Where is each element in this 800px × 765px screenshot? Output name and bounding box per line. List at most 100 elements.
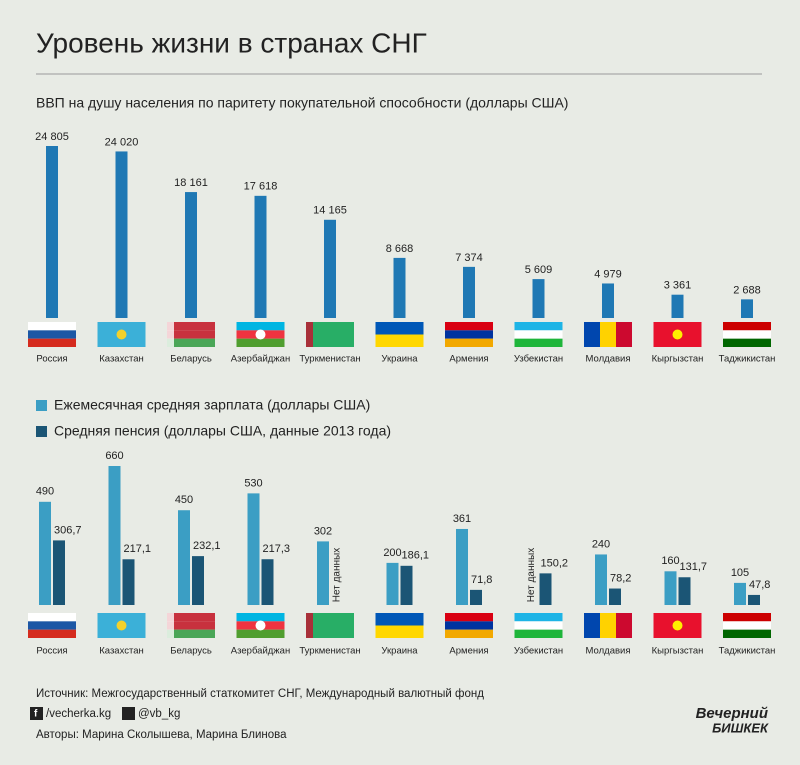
flag-stripe (236, 338, 285, 347)
no-data-label: Нет данных (526, 548, 537, 602)
value-label: 217,3 (263, 543, 291, 555)
flag-stripe (306, 322, 354, 347)
category-label: Казахстан (99, 646, 144, 657)
bar (386, 562, 399, 605)
value-label: 7 374 (455, 252, 483, 264)
category-label: Казахстан (99, 354, 144, 365)
flag-stripe (445, 338, 493, 347)
flag-stripe (445, 629, 493, 638)
category-label: Армения (449, 354, 488, 365)
category-label: Туркменистан (299, 646, 360, 657)
bar (595, 554, 607, 605)
flag-stripe (375, 613, 424, 626)
flag-stripe (236, 322, 285, 331)
value-label: 47,8 (749, 579, 770, 591)
flag-emblem (672, 620, 683, 631)
value-label: 160 (661, 555, 679, 567)
flag-stripe (28, 613, 76, 622)
flag-stripe (167, 330, 215, 339)
category-label: Кыргызстан (652, 646, 704, 657)
category-label: Молдавия (586, 354, 631, 365)
facebook-link[interactable]: /vecherka.kg (46, 708, 111, 720)
value-label: 150,2 (541, 557, 569, 569)
flag-stripe (616, 613, 632, 638)
value-label: 2 688 (733, 284, 761, 296)
bar (470, 589, 482, 605)
source: Источник: Межгосударственный статкомитет… (36, 688, 484, 700)
flag-stripe (236, 613, 285, 622)
bar (609, 588, 621, 605)
category-label: Кыргызстан (652, 354, 704, 365)
value-label: 530 (244, 477, 262, 489)
flag-stripe (375, 625, 424, 638)
flag-stripe (28, 330, 76, 339)
bar (122, 559, 135, 605)
flag-stripe (514, 330, 563, 339)
value-label: 217,1 (124, 543, 152, 555)
value-label: 78,2 (610, 572, 631, 584)
category-label: Узбекистан (514, 354, 563, 365)
value-label: 450 (175, 494, 193, 506)
flag-stripe (28, 322, 76, 331)
flag-stripe (584, 613, 600, 638)
category-label: Украина (381, 354, 418, 365)
flag-stripe (514, 322, 563, 331)
category-label: Беларусь (170, 354, 212, 365)
category-label: Узбекистан (514, 646, 563, 657)
legend-label: Ежемесячная средняя зарплата (доллары СШ… (54, 397, 370, 413)
flag-ornament (306, 322, 313, 347)
flag-emblem (672, 329, 683, 340)
chart-title: ВВП на душу населения по паритету покупа… (36, 95, 568, 111)
bar (115, 151, 128, 318)
bar (324, 219, 336, 318)
flag-ornament (306, 613, 313, 638)
flag-stripe (167, 621, 215, 630)
flag-stripe (445, 621, 493, 630)
flag-stripe (28, 338, 76, 347)
category-label: Молдавия (586, 646, 631, 657)
icon-glyph: f (34, 709, 38, 720)
flag-emblem (116, 620, 127, 631)
value-label: 24 805 (35, 131, 69, 143)
flag-stripe (616, 322, 632, 347)
value-label: 131,7 (680, 561, 708, 573)
flag-stripe (445, 613, 493, 622)
category-label: Азербайджан (231, 354, 290, 365)
bar (456, 528, 468, 605)
value-label: 302 (314, 525, 332, 537)
flag-stripe (306, 613, 354, 638)
flag-stripe (723, 613, 771, 622)
value-label: 306,7 (54, 524, 82, 536)
bar (46, 146, 58, 318)
flag-stripe (167, 322, 215, 331)
flag-stripe (514, 629, 563, 638)
flag-stripe (514, 338, 563, 347)
bar (108, 466, 121, 605)
flag-stripe (723, 621, 771, 630)
category-label: Таджикистан (719, 354, 776, 365)
bar (254, 195, 267, 318)
twitter-icon (122, 707, 135, 720)
bar (400, 565, 413, 605)
flag-ornament (167, 613, 174, 638)
value-label: 361 (453, 513, 471, 525)
bar (53, 540, 65, 605)
bar (741, 299, 753, 318)
twitter-link[interactable]: @vb_kg (138, 708, 180, 720)
flag-stripe (723, 338, 771, 347)
flag-stripe (28, 629, 76, 638)
legend-swatch (36, 400, 47, 411)
value-label: 490 (36, 486, 54, 498)
bar (393, 257, 406, 318)
bar (748, 594, 760, 605)
flag-stripe (723, 322, 771, 331)
bar (671, 294, 684, 318)
value-label: 17 618 (244, 181, 278, 193)
authors: Авторы: Марина Сколышева, Марина Блинова (36, 729, 287, 741)
flag-stripe (167, 613, 215, 622)
category-label: Россия (36, 354, 67, 365)
value-label: 71,8 (471, 574, 492, 586)
value-label: 3 361 (664, 280, 692, 292)
value-label: 232,1 (193, 540, 221, 552)
